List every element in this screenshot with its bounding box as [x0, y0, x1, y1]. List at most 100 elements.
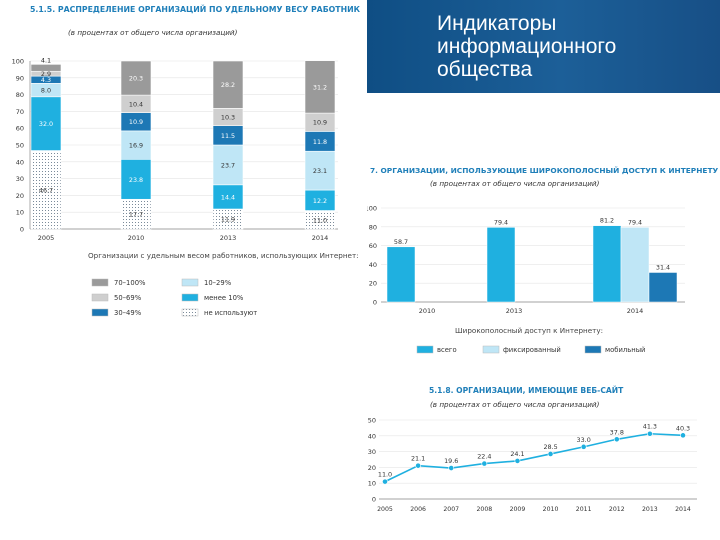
chart3-data-label: 41.3 — [643, 423, 657, 431]
website-line-chart: 5.1.8. ОРГАНИЗАЦИИ, ИМЕЮЩИЕ ВЕБ-САЙТ (в … — [368, 386, 697, 513]
chart3-data-point — [514, 458, 521, 464]
chart1-data-label: 10.3 — [221, 114, 235, 122]
chart1-data-label: 16.9 — [129, 142, 143, 150]
chart3-ytick-label: 10 — [368, 480, 376, 488]
chart1-legend-swatch — [91, 308, 109, 317]
chart1-data-label: 4.3 — [41, 76, 51, 84]
chart1-bar-segment — [30, 64, 62, 72]
chart3-data-point — [448, 465, 455, 471]
chart1-data-label: 32.0 — [39, 120, 53, 128]
chart2-data-label: 81.2 — [600, 217, 614, 225]
chart1-legend-swatch — [181, 308, 199, 317]
chart2-legend-swatch — [416, 345, 434, 354]
chart1-subtitle: (в процентах от общего числа организаций… — [68, 28, 238, 37]
chart1-legend-label: менее 10% — [204, 294, 244, 302]
chart1-data-label: 11.0 — [313, 216, 327, 224]
chart1-bar-segment — [212, 144, 244, 186]
chart2-data-label: 58.7 — [394, 238, 408, 246]
chart3-data-point — [415, 462, 422, 469]
chart2-legend-title: Широкополосный доступ к Интернету: — [455, 326, 603, 335]
chart3-data-label: 37.8 — [610, 428, 624, 436]
chart1-legend-label: не используют — [204, 309, 257, 317]
chart3-category-label: 2005 — [377, 506, 393, 513]
chart1-data-label: 11.9 — [221, 216, 235, 224]
chart1-legend-label: 30–49% — [114, 309, 142, 317]
chart3-category-label: 2014 — [675, 506, 691, 513]
chart1-ytick-label: 0 — [20, 226, 24, 234]
chart1-legend-label: 10–29% — [204, 279, 232, 287]
chart3-category-label: 2009 — [510, 506, 526, 513]
chart3-data-point — [547, 451, 554, 457]
chart2-legend-swatch — [482, 345, 500, 354]
chart1-legend-title: Организации с удельным весом работников,… — [88, 251, 359, 260]
chart2-legend-label: мобильный — [605, 346, 645, 354]
chart3-data-label: 11.0 — [378, 471, 392, 479]
chart2-subtitle: (в процентах от общего числа организаций… — [430, 179, 600, 188]
chart2-category-label: 2010 — [419, 307, 436, 315]
chart1-category-label: 2010 — [128, 234, 145, 242]
chart3-category-label: 2008 — [476, 506, 492, 513]
chart2-bar — [386, 246, 416, 303]
chart2-legend-swatch — [584, 345, 602, 354]
chart2-ytick-label: 100 — [367, 205, 377, 213]
chart1-bar-segment — [304, 150, 336, 191]
chart1-ytick-label: 60 — [16, 125, 24, 133]
chart2-bar — [620, 227, 650, 303]
chart1-legend-swatch — [181, 278, 199, 287]
chart3-category-label: 2011 — [576, 506, 592, 513]
chart1-legend-swatch — [91, 293, 109, 302]
chart2-bar — [592, 225, 622, 303]
chart2-data-label: 79.4 — [494, 218, 508, 226]
chart2-title: 7. ОРГАНИЗАЦИИ, ИСПОЛЬЗУЮЩИЕ ШИРОКОПОЛОС… — [370, 166, 718, 175]
chart3-ytick-label: 20 — [368, 464, 376, 472]
chart1-ytick-label: 10 — [16, 209, 24, 217]
chart3-category-label: 2012 — [609, 506, 625, 513]
chart1-ytick-label: 30 — [16, 175, 24, 183]
chart3-data-label: 28.5 — [543, 443, 557, 451]
chart1-legend-label: 70–100% — [114, 279, 146, 287]
chart1-bar-segment — [30, 150, 62, 230]
chart3-data-point — [646, 430, 653, 437]
chart2-legend-label: всего — [437, 346, 457, 354]
chart1-ytick-label: 90 — [16, 74, 24, 82]
chart3-data-label: 21.1 — [411, 455, 425, 463]
chart1-bar-segment — [30, 96, 62, 151]
chart1-category-label: 2014 — [312, 234, 329, 242]
chart1-data-label: 4.1 — [41, 56, 51, 64]
chart1-ytick-label: 100 — [12, 58, 24, 66]
chart1-bar-segment — [120, 198, 152, 230]
chart2-data-label: 79.4 — [628, 218, 642, 226]
chart3-subtitle: (в процентах от общего числа организаций… — [430, 400, 600, 409]
title-banner: Индикаторы информационного общества — [367, 0, 720, 93]
chart3-data-point — [680, 432, 686, 439]
chart3-title: 5.1.8. ОРГАНИЗАЦИИ, ИМЕЮЩИЕ ВЕБ-САЙТ — [429, 386, 624, 395]
chart2-legend-label: фиксированный — [503, 346, 561, 354]
chart1-data-label: 17.7 — [129, 211, 143, 219]
chart1-bar-segment — [212, 60, 244, 109]
chart1-data-label: 23.1 — [313, 167, 327, 175]
chart1-data-label: 10.9 — [313, 119, 327, 127]
chart2-category-label: 2013 — [506, 307, 523, 315]
chart3-ytick-label: 40 — [368, 432, 376, 440]
chart1-data-label: 28.2 — [221, 81, 235, 89]
chart2-ytick-label: 20 — [369, 280, 377, 288]
chart3-data-point — [481, 460, 488, 467]
chart1-bar-segment — [120, 158, 152, 200]
chart3-ytick-label: 50 — [368, 417, 376, 425]
chart2-ytick-label: 80 — [369, 223, 377, 231]
chart1-bar-segment — [212, 184, 244, 210]
chart2-bar — [486, 227, 516, 303]
chart3-ytick-label: 0 — [372, 496, 376, 504]
chart3-category-label: 2013 — [642, 506, 658, 513]
chart3-data-label: 24.1 — [510, 450, 524, 458]
chart2-ytick-label: 60 — [369, 242, 377, 250]
chart3-category-label: 2010 — [543, 506, 559, 513]
chart3-data-point — [613, 436, 620, 443]
stacked-bar-chart: 5.1.5. РАСПРЕДЕЛЕНИЕ ОРГАНИЗАЦИЙ ПО УДЕЛ… — [12, 5, 360, 317]
chart1-bar-segment — [120, 130, 152, 160]
chart3-data-label: 33.0 — [577, 436, 591, 444]
chart1-legend-swatch — [91, 278, 109, 287]
chart1-ytick-label: 20 — [16, 192, 24, 200]
chart1-data-label: 11.5 — [221, 132, 235, 140]
chart1-bar-segment — [120, 60, 152, 96]
